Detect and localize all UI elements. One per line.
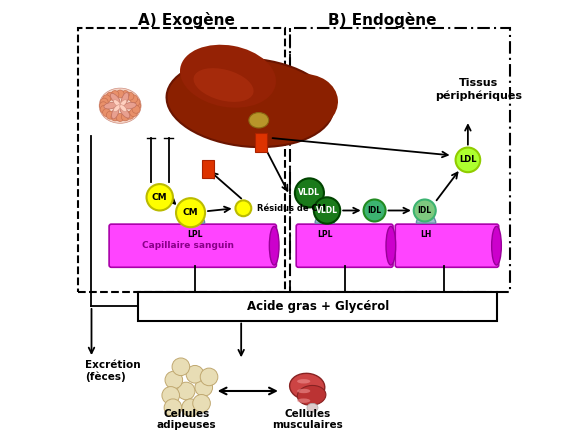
Circle shape [103, 95, 111, 103]
Text: LDL: LDL [459, 155, 477, 164]
Circle shape [363, 199, 386, 222]
FancyBboxPatch shape [395, 224, 499, 267]
Circle shape [116, 113, 124, 121]
Ellipse shape [166, 58, 333, 147]
Circle shape [111, 113, 119, 121]
Ellipse shape [297, 379, 310, 384]
Ellipse shape [99, 88, 141, 123]
Circle shape [126, 92, 134, 100]
Wedge shape [315, 214, 335, 223]
Circle shape [314, 197, 340, 224]
Circle shape [235, 200, 251, 216]
FancyBboxPatch shape [109, 224, 276, 267]
Text: VLDL: VLDL [298, 188, 320, 198]
Circle shape [164, 399, 182, 416]
Circle shape [176, 198, 205, 227]
Circle shape [165, 371, 183, 389]
Text: VLDL: VLDL [316, 206, 338, 215]
Text: A) Exogène: A) Exogène [138, 12, 235, 28]
Circle shape [126, 111, 134, 119]
Text: B) Endogène: B) Endogène [328, 12, 436, 28]
Circle shape [182, 399, 199, 416]
Text: CM: CM [152, 193, 168, 202]
Text: LH: LH [420, 230, 432, 239]
Text: Résidus de CM: Résidus de CM [256, 204, 325, 213]
Circle shape [111, 91, 119, 98]
Text: IDL: IDL [417, 206, 432, 215]
Ellipse shape [180, 45, 276, 108]
Circle shape [186, 365, 204, 383]
Circle shape [100, 105, 108, 113]
Text: Excrétion
(fèces): Excrétion (fèces) [85, 360, 141, 382]
Ellipse shape [307, 403, 318, 412]
Circle shape [121, 91, 129, 98]
Circle shape [295, 179, 324, 207]
Bar [78, 28, 285, 292]
Circle shape [414, 199, 436, 222]
Circle shape [100, 98, 108, 106]
Text: Tissus
périphériques: Tissus périphériques [435, 78, 522, 101]
Text: LPL: LPL [187, 230, 203, 239]
Circle shape [130, 95, 138, 103]
Text: Capillaire sanguin: Capillaire sanguin [142, 241, 235, 250]
Circle shape [116, 90, 124, 98]
FancyBboxPatch shape [202, 160, 214, 179]
FancyBboxPatch shape [296, 224, 393, 267]
Circle shape [103, 109, 111, 117]
Wedge shape [185, 214, 205, 223]
Ellipse shape [104, 102, 117, 109]
FancyBboxPatch shape [255, 133, 267, 152]
Bar [290, 28, 510, 292]
Bar [138, 292, 496, 321]
Ellipse shape [120, 107, 130, 118]
Ellipse shape [297, 398, 310, 403]
Ellipse shape [492, 226, 502, 265]
Ellipse shape [290, 373, 325, 400]
Circle shape [132, 105, 140, 113]
Ellipse shape [111, 93, 120, 104]
Ellipse shape [386, 226, 396, 265]
Ellipse shape [228, 111, 316, 147]
Ellipse shape [249, 113, 269, 128]
Ellipse shape [112, 106, 119, 119]
Ellipse shape [298, 385, 326, 405]
Ellipse shape [268, 74, 338, 131]
Ellipse shape [269, 226, 279, 265]
Circle shape [178, 382, 195, 400]
Ellipse shape [121, 93, 129, 105]
Wedge shape [416, 214, 436, 223]
Circle shape [99, 102, 108, 110]
Ellipse shape [120, 100, 126, 107]
Circle shape [201, 368, 218, 386]
Circle shape [456, 148, 480, 172]
Circle shape [132, 98, 140, 106]
Text: IDL: IDL [368, 206, 382, 215]
Text: Cellules
adipeuses: Cellules adipeuses [156, 409, 216, 431]
Circle shape [195, 379, 212, 396]
Circle shape [172, 358, 190, 376]
Text: Acide gras + Glycérol: Acide gras + Glycérol [247, 299, 389, 312]
Circle shape [193, 395, 211, 412]
Circle shape [130, 109, 138, 117]
Ellipse shape [123, 102, 136, 109]
Circle shape [162, 387, 179, 404]
Text: CM: CM [183, 208, 198, 217]
Circle shape [133, 102, 141, 110]
Ellipse shape [113, 100, 121, 107]
Circle shape [121, 113, 129, 121]
Circle shape [146, 184, 173, 210]
Text: Cellules
musculaires: Cellules musculaires [272, 409, 343, 431]
Circle shape [106, 92, 114, 100]
Ellipse shape [193, 68, 253, 102]
Circle shape [106, 111, 114, 119]
Ellipse shape [297, 389, 310, 393]
Ellipse shape [113, 105, 121, 112]
Text: LPL: LPL [317, 230, 333, 239]
Ellipse shape [120, 105, 126, 112]
